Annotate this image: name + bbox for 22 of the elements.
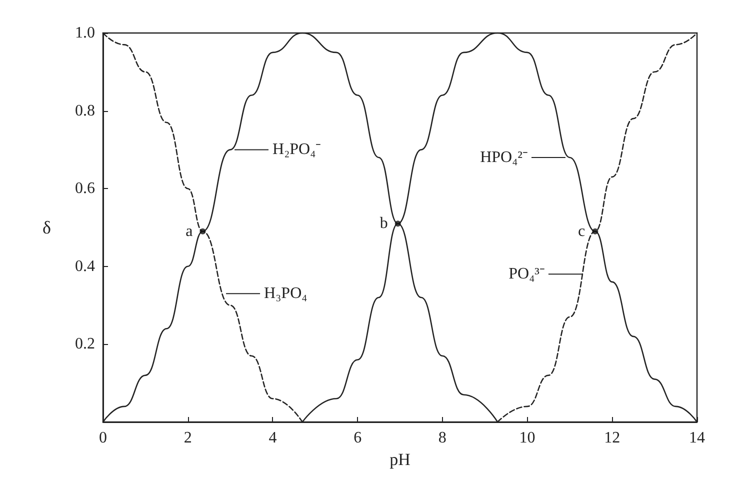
annotation: b [380, 215, 388, 232]
y-tick-label: 0.2 [75, 336, 95, 353]
x-tick-label: 6 [354, 430, 362, 446]
x-tick-label: 2 [184, 430, 192, 446]
y-axis-title: δ [42, 218, 51, 238]
y-tick-label: 0.6 [75, 180, 95, 198]
y-tick-label: 0.4 [75, 258, 95, 275]
x-axis-title: pH [390, 450, 410, 469]
x-tick-label: 4 [268, 430, 277, 446]
y-tick-label: 0.8 [75, 102, 95, 120]
annotation: HPO₄²⁻ [480, 148, 528, 166]
annotation: H₂PO₄⁻ [272, 141, 321, 158]
x-tick-label: 8 [438, 430, 446, 446]
annotation: c [578, 222, 586, 240]
x-tick-label: 12 [604, 430, 620, 446]
annotation: H₃PO₄ [264, 285, 308, 302]
annotation: PO₄³⁻ [508, 266, 544, 283]
x-tick-label: 10 [519, 430, 536, 446]
y-tick-label: 1.0 [75, 24, 95, 42]
x-tick-label: 14 [689, 430, 705, 446]
annotation: a [186, 222, 193, 240]
x-tick-label: 0 [99, 430, 107, 446]
